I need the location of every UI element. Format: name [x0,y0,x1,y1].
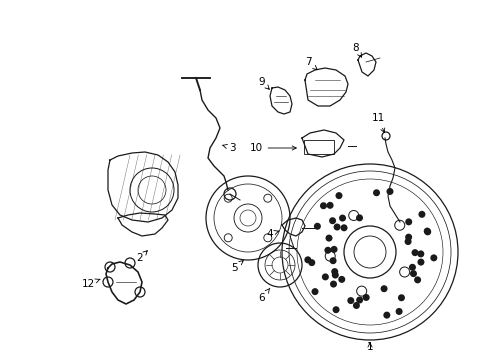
Circle shape [395,308,402,315]
Circle shape [386,188,393,195]
Circle shape [417,258,424,266]
Circle shape [413,276,420,283]
Circle shape [340,224,347,231]
Circle shape [330,268,338,275]
Text: 12: 12 [81,279,100,289]
Circle shape [319,202,326,209]
Circle shape [355,297,363,303]
Circle shape [311,288,318,295]
Circle shape [405,234,411,241]
Circle shape [424,228,430,235]
Text: 4: 4 [266,229,278,239]
Circle shape [338,276,345,283]
Text: 2: 2 [137,251,147,263]
Circle shape [429,255,436,261]
Text: 10: 10 [249,143,296,153]
Circle shape [352,302,359,309]
Circle shape [333,224,340,230]
Circle shape [408,264,415,271]
Circle shape [335,192,342,199]
Circle shape [331,271,338,279]
Circle shape [321,273,328,280]
Text: 9: 9 [258,77,269,89]
Circle shape [329,257,336,264]
Circle shape [313,223,320,230]
Circle shape [423,228,430,235]
Circle shape [325,235,332,242]
Circle shape [411,249,418,256]
Circle shape [380,285,387,292]
Circle shape [416,251,424,257]
Circle shape [332,306,339,313]
Circle shape [372,189,379,196]
Text: 8: 8 [352,43,361,57]
Circle shape [355,214,362,221]
Circle shape [346,297,354,304]
Circle shape [326,202,333,209]
Circle shape [404,238,411,245]
Circle shape [405,219,411,225]
Text: 3: 3 [223,143,235,153]
Circle shape [329,280,336,288]
Circle shape [362,294,369,301]
Circle shape [397,294,404,301]
Circle shape [307,259,315,266]
Circle shape [418,211,425,218]
Text: 7: 7 [304,57,317,69]
Circle shape [304,256,311,263]
Circle shape [328,217,335,224]
Text: 5: 5 [230,261,243,273]
Bar [304,140,333,154]
Circle shape [338,215,346,221]
Text: 6: 6 [258,288,269,303]
Circle shape [383,312,389,319]
Circle shape [330,246,337,253]
Text: 11: 11 [370,113,384,132]
Circle shape [324,247,331,254]
Circle shape [409,270,416,277]
Text: 1: 1 [366,342,372,352]
